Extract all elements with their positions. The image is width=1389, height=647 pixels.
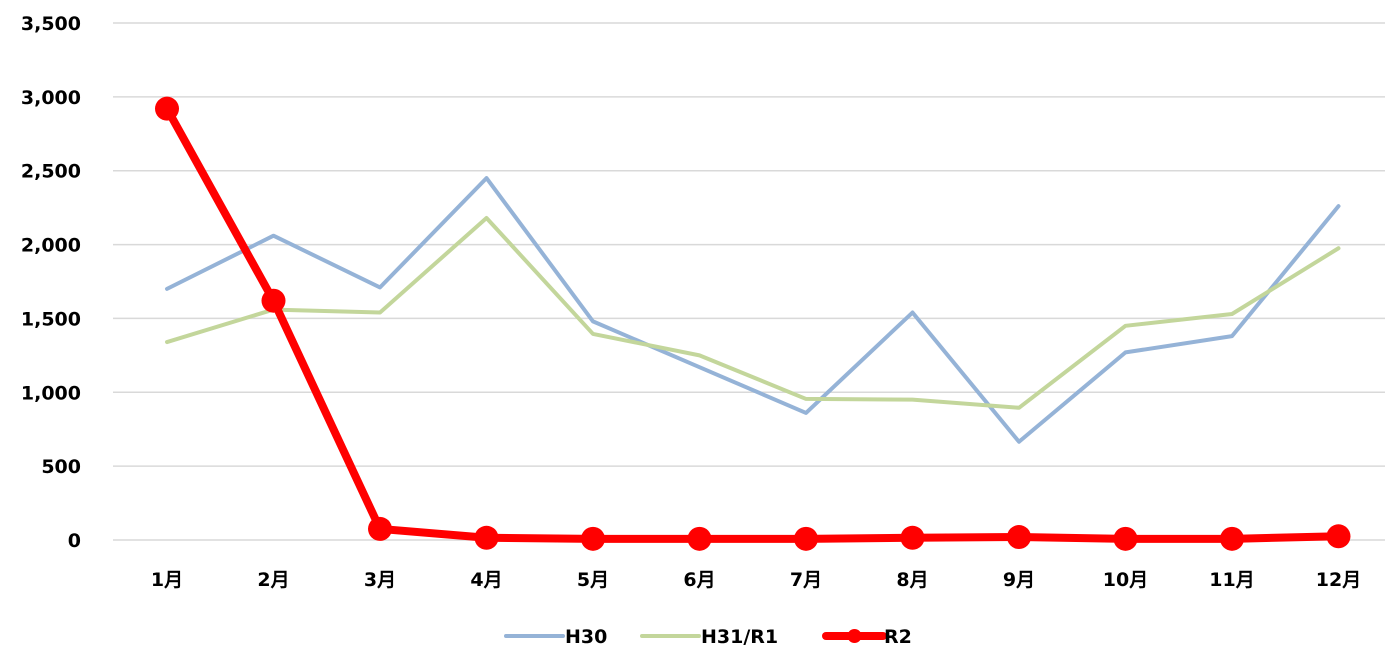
y-axis-tick-labels: 0 500 1,000 1,500 2,000 2,500 3,000 3,500 [21, 13, 81, 552]
legend-label-h30: H30 [565, 626, 607, 647]
legend-label-r2: R2 [884, 626, 912, 647]
series-line-h31-r1 [165, 215, 1341, 410]
data-point-r2 [1326, 524, 1351, 549]
x-tick-label: 10月 [1103, 569, 1148, 591]
x-tick-label: 7月 [790, 569, 822, 591]
legend-label-h31-r1: H31/R1 [701, 626, 778, 647]
series-line-h30 [165, 176, 1341, 444]
data-point-r2 [474, 525, 499, 550]
y-tick-label: 1,500 [21, 308, 81, 330]
x-tick-label: 11月 [1209, 569, 1254, 591]
x-tick-label: 2月 [257, 569, 289, 591]
data-point-r2 [900, 525, 925, 550]
data-point-r2 [1220, 526, 1244, 551]
legend-marker-r2 [847, 629, 862, 643]
x-tick-label: 9月 [1003, 569, 1035, 591]
data-point-r2 [1007, 525, 1031, 550]
x-tick-label: 3月 [364, 569, 396, 591]
y-tick-label: 2,500 [21, 161, 81, 183]
x-tick-label: 8月 [896, 569, 928, 591]
data-point-r2 [687, 526, 712, 551]
data-point-r2 [794, 526, 818, 551]
x-tick-label: 6月 [683, 569, 715, 591]
series-line-r2 [163, 104, 1343, 543]
y-tick-label: 2,000 [21, 235, 81, 257]
x-axis-tick-labels: 1月 2月 3月 4月 5月 6月 7月 8月 9月 10月 11月 12月 [151, 569, 1361, 591]
y-tick-label: 1,000 [21, 382, 81, 404]
y-tick-label: 0 [68, 530, 81, 552]
data-point-r2 [581, 526, 605, 551]
x-tick-label: 12月 [1316, 569, 1361, 591]
y-tick-label: 3,500 [21, 13, 81, 35]
x-tick-label: 4月 [470, 569, 502, 591]
gridlines [113, 22, 1385, 541]
y-tick-label: 500 [41, 456, 81, 478]
y-tick-label: 3,000 [21, 87, 81, 109]
data-point-r2 [261, 288, 286, 313]
series-lines [155, 96, 1351, 551]
legend: H30 H31/R1 R2 [504, 626, 912, 647]
x-tick-label: 1月 [151, 569, 183, 591]
data-point-r2 [368, 516, 392, 541]
x-tick-label: 5月 [577, 569, 609, 591]
data-point-r2 [1113, 526, 1138, 551]
data-point-r2 [155, 96, 179, 121]
